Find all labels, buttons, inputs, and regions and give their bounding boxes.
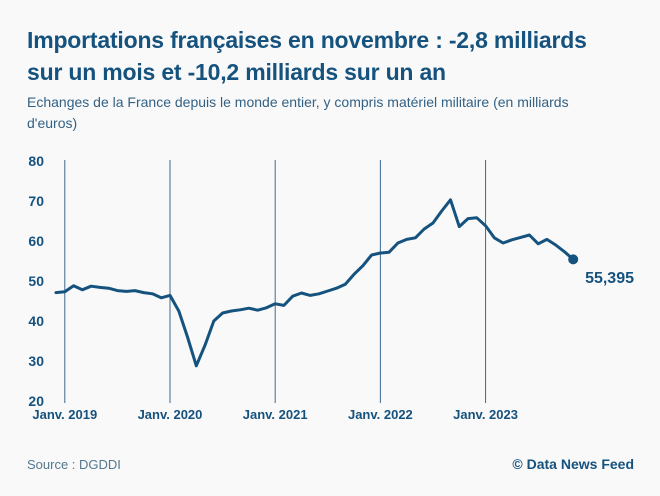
y-axis-tick-label: 70	[28, 193, 44, 209]
x-axis-tick-label: Janv. 2023	[453, 407, 518, 422]
imports-series-line	[54, 198, 575, 368]
chart-subtitle-line-2: d'euros)	[27, 115, 78, 131]
credit-label: © Data News Feed	[512, 456, 634, 472]
y-axis-tick-label: 60	[28, 233, 44, 249]
y-axis-labels: 80 70 60 50 40 30 20	[0, 0, 45, 420]
page-title-line-2: sur un mois et -10,2 milliards sur un an	[27, 59, 446, 85]
last-point-dot	[568, 254, 579, 265]
y-axis-tick-label: 30	[28, 353, 44, 369]
x-axis-tick-label: Janv. 2019	[32, 407, 98, 422]
y-axis-tick-label: 40	[28, 313, 44, 329]
y-axis-tick-label: 20	[28, 393, 44, 409]
end-value-label: 55,395	[585, 270, 634, 287]
x-axis-tick-label: Janv. 2020	[137, 407, 203, 422]
chart-subtitle: Echanges de la France depuis le monde en…	[27, 92, 643, 134]
x-axis-tick-label: Janv. 2021	[242, 407, 308, 422]
page-title-line-1: Importations françaises en novembre : -2…	[27, 27, 587, 53]
chart-subtitle-line-1: Echanges de la France depuis le monde en…	[27, 94, 569, 110]
y-axis-tick-label: 50	[28, 273, 44, 289]
y-axis-tick-label: 80	[28, 153, 44, 169]
x-axis-labels: Janv. 2019 Janv. 2020 Janv. 2021 Janv. 2022…	[0, 407, 660, 427]
page-title: Importations françaises en novembre : -2…	[27, 24, 643, 88]
source-label: Source : DGDDI	[27, 457, 121, 472]
chart-footer: Source : DGDDI © Data News Feed	[0, 456, 660, 476]
x-axis-tick-label: Janv. 2022	[347, 407, 413, 422]
